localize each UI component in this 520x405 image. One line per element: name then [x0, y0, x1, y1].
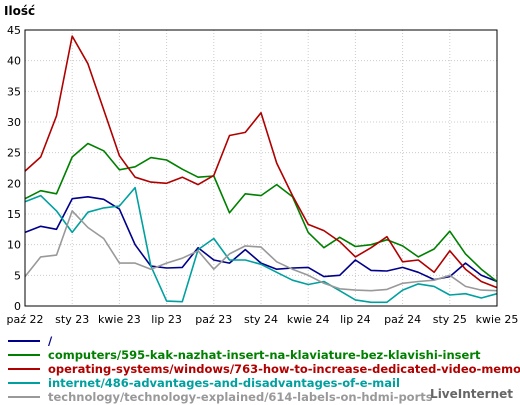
legend-label: technology/technology-explained/614-labe… [48, 390, 433, 404]
brand-label: LiveInternet [430, 387, 513, 401]
series-line-3 [24, 35, 498, 289]
y-tick-label: 0 [14, 300, 21, 313]
legend-item: computers/595-kak-nazhat-insert-na-klavi… [8, 348, 481, 362]
legend-label: internet/486-advantages-and-disadvantage… [48, 376, 400, 390]
series-lines [24, 35, 498, 304]
x-tick-labels: paź 22 sty 23 kwie 23 lip 23 paź 23 sty 24 kwi… [7, 313, 519, 326]
y-tick-label: 10 [7, 239, 21, 252]
legend-label: / [48, 334, 53, 348]
x-tick-label: kwie 23 [98, 313, 141, 326]
series-line-1 [24, 196, 498, 283]
x-tick-label: lip 24 [340, 313, 371, 326]
x-tick-label: sty 25 [433, 313, 467, 326]
y-tick-label: 35 [7, 85, 21, 98]
series-line-4 [24, 186, 498, 304]
x-tick-label: lip 23 [151, 313, 182, 326]
legend-item: technology/technology-explained/614-labe… [8, 390, 433, 404]
y-tick-label: 5 [14, 269, 21, 282]
y-axis-title: Ilość [4, 4, 35, 18]
y-tick-labels: 0 5 10 15 20 25 30 35 40 45 [7, 24, 21, 313]
legend-label: computers/595-kak-nazhat-insert-na-klavi… [48, 348, 481, 362]
plot-frame [24, 29, 498, 307]
y-tick-label: 40 [7, 55, 21, 68]
x-tick-label: kwie 25 [476, 313, 519, 326]
y-tick-label: 20 [7, 177, 21, 190]
y-tick-label: 15 [7, 208, 21, 221]
legend-item: / [8, 334, 53, 348]
y-tick-label: 25 [7, 147, 21, 160]
x-tick-label: paź 24 [384, 313, 421, 326]
y-tick-label: 30 [7, 116, 21, 129]
x-tick-label: sty 23 [55, 313, 89, 326]
series-line-5 [24, 210, 498, 292]
legend-item: internet/486-advantages-and-disadvantage… [8, 376, 400, 390]
x-tick-label: kwie 24 [287, 313, 330, 326]
legend: /computers/595-kak-nazhat-insert-na-klav… [8, 334, 520, 404]
y-tick-label: 45 [7, 24, 21, 37]
x-tick-label: paź 22 [7, 313, 44, 326]
series-line-2 [24, 142, 498, 283]
legend-label: operating-systems/windows/763-how-to-inc… [48, 362, 520, 376]
x-tick-label: sty 24 [244, 313, 278, 326]
legend-item: operating-systems/windows/763-how-to-inc… [8, 362, 520, 376]
x-tick-label: paź 23 [195, 313, 232, 326]
